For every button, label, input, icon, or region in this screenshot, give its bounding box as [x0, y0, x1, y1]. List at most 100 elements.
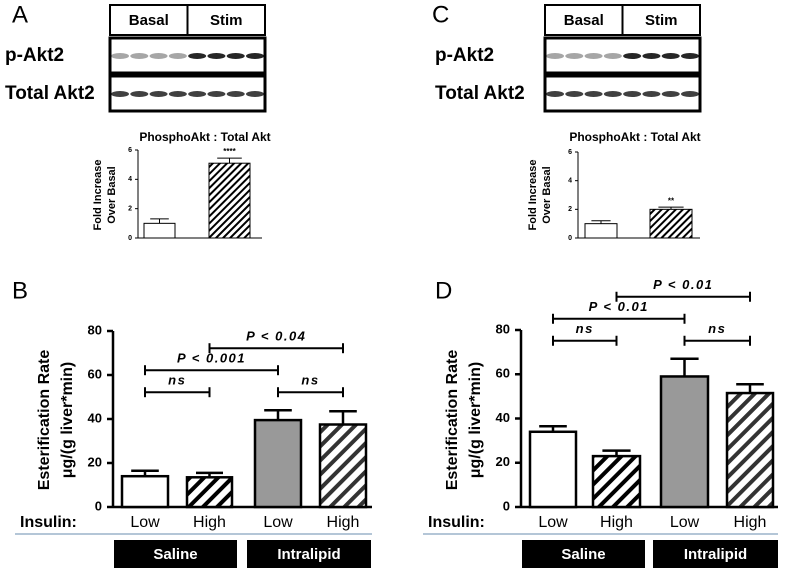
blot-band: [584, 53, 603, 59]
y-axis-label: Over Basal: [541, 166, 553, 223]
y-tick-label: 0: [568, 235, 572, 242]
bar: [659, 375, 710, 509]
panel-label: C: [432, 1, 449, 28]
bar: [591, 454, 642, 509]
blot-column-label: Stim: [645, 12, 678, 29]
comparison-label: P < 0.001: [177, 351, 246, 366]
y-tick-label: 6: [128, 147, 132, 154]
blot-band: [642, 53, 661, 59]
y-tick-label: 0: [95, 498, 102, 513]
error-bar: [658, 206, 684, 210]
y-axis-label: Fold Increase: [92, 160, 104, 231]
error-bar: [131, 469, 159, 477]
error-bar: [217, 157, 242, 164]
y-tick-label: 20: [496, 454, 510, 469]
x-tick-label: Low: [263, 514, 293, 531]
error-bar: [602, 449, 631, 457]
y-axis-label: Esterification Rate: [36, 350, 53, 491]
group-box: [522, 540, 645, 568]
y-tick-label: 4: [568, 178, 572, 185]
comparison-bracket: [552, 335, 618, 346]
blot-band: [149, 53, 168, 59]
bar: [584, 223, 618, 239]
error-bar: [539, 424, 567, 432]
blot-band: [168, 91, 187, 97]
group-box: [114, 540, 237, 568]
significance-label: ****: [223, 147, 236, 156]
panel-label: A: [12, 1, 28, 28]
comparison-label: ns: [301, 373, 319, 388]
comparison-label: ns: [708, 321, 726, 336]
comparison-bracket: [683, 335, 751, 346]
panel-label: B: [12, 277, 28, 304]
blot-column-label: Stim: [210, 12, 243, 29]
group-box: [653, 540, 778, 568]
comparison-label: P < 0.01: [589, 299, 649, 314]
x-tick-label: High: [600, 514, 633, 531]
y-tick-label: 2: [128, 206, 132, 213]
y-tick-label: 20: [88, 454, 102, 469]
comparison-bracket: [277, 387, 344, 398]
error-bar: [591, 220, 611, 224]
error-bar: [150, 218, 169, 224]
blot-band: [623, 91, 642, 97]
comparison-label: P < 0.01: [653, 277, 713, 292]
y-axis-label: Fold Increase: [527, 160, 539, 231]
blot-band: [226, 91, 245, 97]
blot-band: [188, 91, 207, 97]
y-tick-label: 60: [88, 366, 102, 381]
y-tick-label: 60: [496, 366, 510, 381]
y-tick-label: 4: [128, 176, 132, 183]
y-tick-label: 0: [128, 235, 132, 242]
comparison-bracket: [208, 343, 344, 354]
comparison-bracket: [144, 387, 211, 398]
y-tick-label: 80: [88, 322, 102, 337]
blot-band: [168, 53, 187, 59]
x-tick-label: Low: [670, 514, 700, 531]
error-bar: [196, 471, 223, 478]
blot-band: [584, 91, 603, 97]
blot-band: [246, 91, 264, 97]
x-tick-label: Low: [538, 514, 568, 531]
blot-row-label: Total Akt2: [435, 83, 525, 104]
x-tick-label: High: [193, 514, 226, 531]
comparison-bracket: [144, 365, 279, 376]
group-label: Saline: [561, 546, 605, 563]
group-label: Intralipid: [684, 546, 747, 563]
x-tick-label: High: [734, 514, 767, 531]
blot-strip: [543, 36, 702, 75]
blot-band: [603, 53, 622, 59]
comparison-label: P < 0.04: [246, 329, 306, 344]
y-tick-label: 0: [503, 498, 510, 513]
blot-band: [111, 91, 129, 97]
blot-band: [149, 91, 168, 97]
significance-label: **: [668, 196, 675, 205]
x-prefix: Insulin:: [428, 514, 485, 531]
y-axis-label: μg/(g liver*min): [59, 362, 76, 478]
x-prefix: Insulin:: [20, 514, 77, 531]
y-tick-label: 40: [88, 410, 102, 425]
error-bar: [329, 410, 357, 425]
blot-row-label: p-Akt2: [5, 45, 64, 66]
blot-row-label: p-Akt2: [435, 45, 494, 66]
comparison-label: ns: [168, 373, 186, 388]
bar: [185, 476, 234, 509]
y-tick-label: 2: [568, 206, 572, 213]
blot-band: [603, 91, 622, 97]
blot-column-label: Basal: [129, 12, 169, 29]
blot-band: [623, 53, 642, 59]
blot-band: [207, 91, 226, 97]
blot-band: [226, 53, 245, 59]
y-axis-label: Over Basal: [106, 166, 118, 223]
blot-band: [546, 53, 564, 59]
error-bar: [736, 382, 764, 394]
y-tick-label: 80: [496, 321, 510, 336]
y-axis-label: Esterification Rate: [444, 350, 461, 491]
blot-band: [681, 91, 699, 97]
blot-band: [661, 53, 680, 59]
blot-band: [207, 53, 226, 59]
comparison-label: ns: [576, 321, 594, 336]
error-bar: [264, 408, 292, 421]
blot-column-label: Basal: [564, 12, 604, 29]
